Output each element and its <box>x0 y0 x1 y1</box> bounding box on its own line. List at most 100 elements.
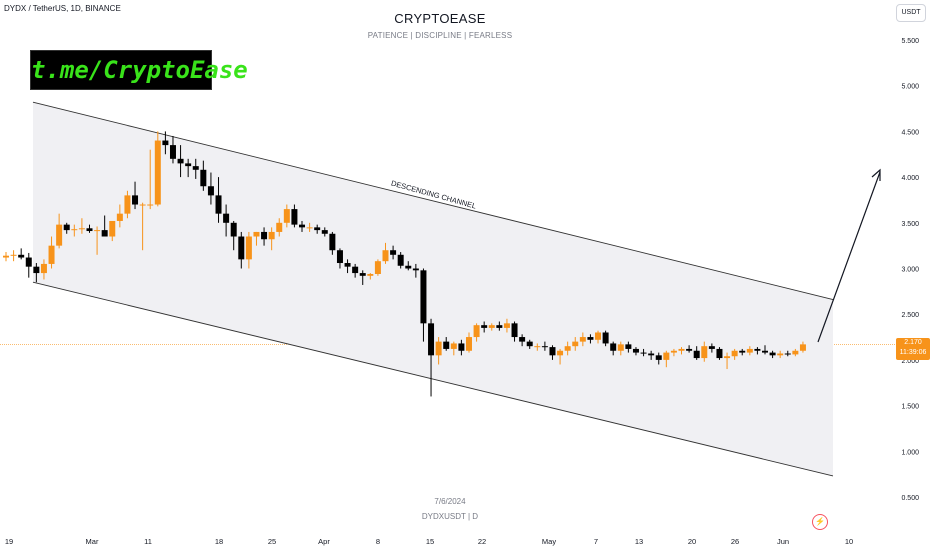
candle-body <box>648 353 655 356</box>
candle <box>443 337 450 351</box>
candle-body <box>519 337 526 342</box>
candle-body <box>640 352 647 354</box>
candle <box>3 252 9 262</box>
candle-body <box>245 236 252 260</box>
candle <box>329 231 336 255</box>
candle-body <box>443 341 450 349</box>
candle <box>648 350 655 360</box>
promo-banner: t.me/CryptoEase <box>30 50 248 90</box>
candle <box>701 341 708 362</box>
x-axis[interactable]: 19 Mar 11 18 25 Apr 8 15 22 May 7 13 20 26 Jun 10 <box>5 537 853 546</box>
candle <box>769 350 776 359</box>
candle-body <box>784 353 791 355</box>
candle-body <box>223 213 230 223</box>
candle-body <box>458 343 465 351</box>
candle-body <box>18 254 25 258</box>
symbol-watermark: DYDXUSDT | D <box>421 512 479 521</box>
candle-body <box>420 270 427 324</box>
candle <box>617 341 624 356</box>
candle-body <box>169 145 176 159</box>
candle-body <box>276 222 283 232</box>
x-tick-label: 7 <box>594 537 598 546</box>
candle <box>56 213 63 249</box>
candle <box>359 270 366 285</box>
candle <box>230 220 237 251</box>
candle <box>25 252 32 278</box>
candle <box>488 323 495 331</box>
candle <box>162 131 169 155</box>
candle <box>382 242 389 264</box>
candle-body <box>511 323 518 338</box>
candle <box>799 341 806 353</box>
candle <box>215 177 222 223</box>
candle <box>420 268 427 342</box>
candle-body <box>25 257 32 267</box>
candle-body <box>503 323 510 328</box>
candle-body <box>306 227 313 229</box>
projection-arrow-head <box>871 168 881 181</box>
candle-body <box>86 228 93 232</box>
candle <box>185 158 192 178</box>
candle <box>283 204 290 228</box>
candle-body <box>40 263 47 274</box>
candle <box>397 252 404 269</box>
candle-body <box>724 356 731 359</box>
candle-body <box>283 209 290 223</box>
candle <box>412 263 419 278</box>
candle-body <box>94 230 101 232</box>
candle <box>632 347 639 356</box>
candle-body <box>101 230 108 237</box>
candle-body <box>549 347 556 356</box>
x-tick-label: May <box>542 537 556 546</box>
x-tick-label: 19 <box>5 537 13 546</box>
x-tick-label: 25 <box>268 537 276 546</box>
symbol-label[interactable]: DYDX / TetherUS, 1D, BINANCE <box>4 4 121 13</box>
candle <box>458 339 465 356</box>
candle <box>655 352 662 365</box>
candle-body <box>708 346 715 349</box>
candle-body <box>367 273 374 276</box>
candle-body <box>33 266 40 274</box>
candle-body <box>390 250 397 255</box>
candle <box>739 348 746 356</box>
channel-layer <box>0 101 895 477</box>
candle-body <box>200 169 207 187</box>
candle-body <box>693 350 700 359</box>
candle-body <box>670 350 677 353</box>
bar-countdown: 11:39:06 <box>899 349 927 356</box>
candle-body <box>701 346 708 359</box>
candle-body <box>625 344 632 349</box>
flash-icon[interactable]: ⚡ <box>812 514 828 530</box>
candle-body <box>215 195 222 214</box>
candle <box>261 227 268 246</box>
candle <box>428 318 435 397</box>
candle-body <box>435 341 442 356</box>
x-tick-label: 22 <box>478 537 486 546</box>
candle <box>374 259 381 276</box>
candle <box>777 350 784 359</box>
candle <box>450 341 457 356</box>
candle-body <box>762 350 768 353</box>
candle <box>109 220 116 242</box>
currency-button[interactable]: USDT <box>896 4 926 22</box>
candle <box>511 321 518 342</box>
candle-body <box>488 325 495 328</box>
candle-body <box>405 265 412 269</box>
y-tick-label: 2.000 <box>901 358 919 365</box>
x-tick-label: 10 <box>845 537 853 546</box>
y-tick-label: 1.000 <box>901 449 919 456</box>
candle-body <box>78 228 85 230</box>
y-axis[interactable]: 5.500 5.000 4.500 4.000 3.500 3.000 2.500 2.000… <box>901 38 919 502</box>
candle <box>686 345 693 353</box>
candle-body <box>56 224 63 246</box>
candle-body <box>587 337 594 340</box>
candle-body <box>124 195 131 214</box>
candle-body <box>147 204 154 206</box>
candle-body <box>253 231 260 237</box>
candle-body <box>63 224 70 231</box>
candle-body <box>177 158 184 164</box>
candle-body <box>655 355 662 360</box>
candle-body <box>48 245 55 264</box>
y-tick-label: 1.500 <box>901 404 919 411</box>
